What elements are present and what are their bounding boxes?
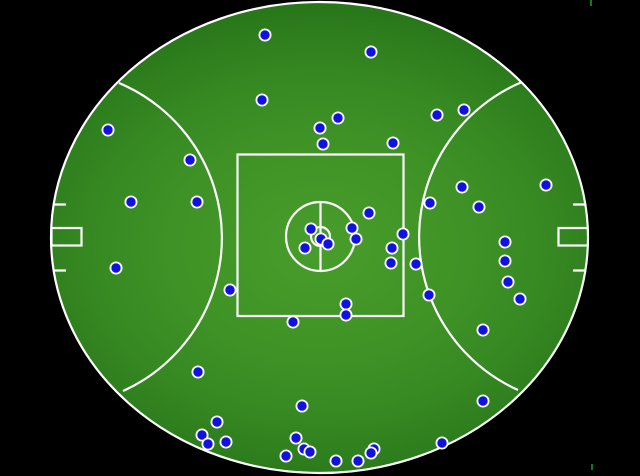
data-point bbox=[201, 437, 215, 451]
data-point bbox=[364, 45, 378, 59]
data-point bbox=[345, 221, 359, 235]
data-point bbox=[430, 108, 444, 122]
data-point bbox=[498, 235, 512, 249]
data-point bbox=[316, 137, 330, 151]
data-point bbox=[303, 445, 317, 459]
data-point bbox=[210, 415, 224, 429]
bottom-hotspot bbox=[154, 346, 450, 473]
goal-square bbox=[557, 226, 588, 247]
data-point bbox=[539, 178, 553, 192]
data-point bbox=[476, 394, 490, 408]
data-point bbox=[364, 446, 378, 460]
data-point bbox=[304, 222, 318, 236]
data-point bbox=[386, 136, 400, 150]
data-point bbox=[339, 308, 353, 322]
data-point bbox=[295, 399, 309, 413]
data-point bbox=[183, 153, 197, 167]
edge-tick bbox=[590, 0, 592, 6]
data-point bbox=[339, 297, 353, 311]
data-point bbox=[396, 227, 410, 241]
data-point bbox=[109, 261, 123, 275]
data-point bbox=[362, 206, 376, 220]
data-point bbox=[349, 232, 363, 246]
data-point bbox=[423, 196, 437, 210]
data-point bbox=[190, 195, 204, 209]
data-point bbox=[219, 435, 233, 449]
data-point bbox=[384, 256, 398, 270]
data-point bbox=[409, 257, 423, 271]
data-point bbox=[472, 200, 486, 214]
data-point bbox=[498, 254, 512, 268]
data-point bbox=[279, 449, 293, 463]
data-point bbox=[455, 180, 469, 194]
data-point bbox=[298, 241, 312, 255]
data-point bbox=[223, 283, 237, 297]
data-point bbox=[289, 431, 303, 445]
data-point bbox=[124, 195, 138, 209]
data-point bbox=[313, 121, 327, 135]
data-point bbox=[286, 315, 300, 329]
data-point bbox=[385, 241, 399, 255]
edge-tick bbox=[591, 464, 593, 470]
data-point bbox=[321, 237, 335, 251]
data-point bbox=[255, 93, 269, 107]
data-point bbox=[331, 111, 345, 125]
centre-hotspot bbox=[188, 60, 572, 400]
data-point bbox=[422, 288, 436, 302]
data-point bbox=[501, 275, 515, 289]
data-point bbox=[258, 28, 272, 42]
fifty-metre-arc bbox=[418, 80, 523, 392]
data-points bbox=[101, 28, 553, 468]
fifty-metre-arc bbox=[118, 81, 223, 393]
data-point bbox=[195, 428, 209, 442]
data-point bbox=[435, 436, 449, 450]
data-point bbox=[191, 365, 205, 379]
data-point bbox=[351, 454, 365, 468]
data-point bbox=[329, 454, 343, 468]
data-point bbox=[513, 292, 527, 306]
data-point bbox=[101, 123, 115, 137]
boundary-line bbox=[49, 0, 590, 475]
data-point bbox=[476, 323, 490, 337]
data-point bbox=[457, 103, 471, 117]
